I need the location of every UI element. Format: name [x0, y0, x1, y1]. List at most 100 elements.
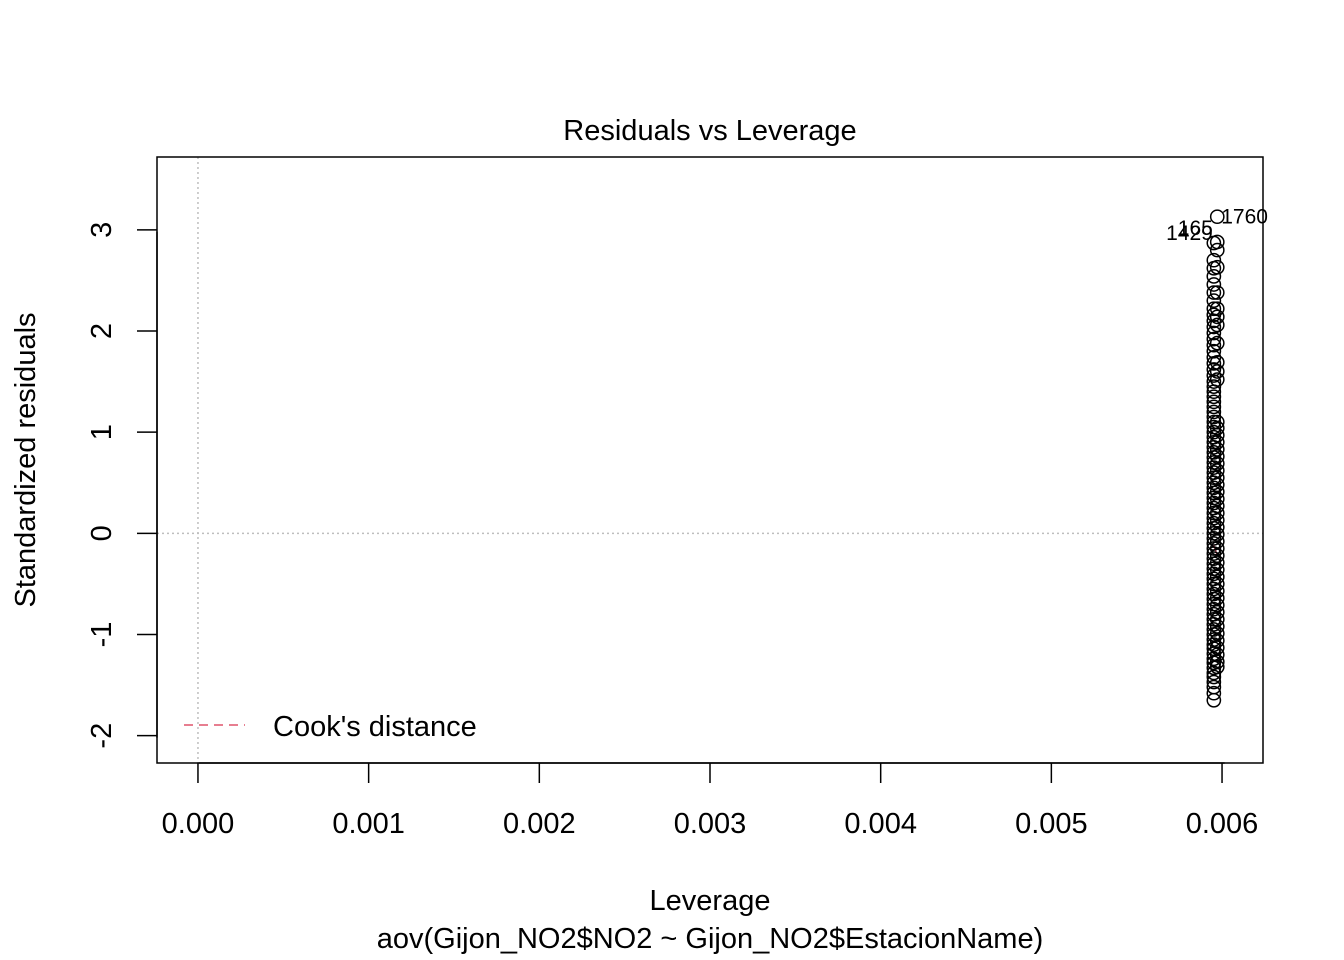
y-tick-label: -2 [86, 723, 118, 749]
data-point [1206, 586, 1222, 602]
data-point [1209, 442, 1225, 457]
data-point [1209, 519, 1225, 535]
y-tick-label: 1 [86, 424, 118, 440]
data-point [1209, 633, 1225, 648]
data-point [1209, 505, 1225, 521]
data-point [1206, 445, 1222, 460]
data-point [1206, 434, 1222, 450]
data-point [1206, 362, 1222, 377]
reference-lines [157, 157, 1263, 763]
data-point [1206, 460, 1222, 475]
data-point [1206, 622, 1222, 637]
y-axis: -2 -1 0 1 2 3 [86, 222, 158, 749]
x-tick-label: 0.004 [844, 808, 917, 840]
data-point [1209, 562, 1225, 578]
y-tick-label: 2 [86, 323, 118, 339]
data-point [1209, 548, 1225, 563]
data-point [1209, 434, 1225, 450]
plot-frame [156, 156, 1264, 764]
x-tick-label: 0.001 [332, 808, 405, 840]
data-point [1206, 374, 1222, 389]
data-point [1209, 414, 1225, 430]
data-point [1209, 647, 1225, 663]
data-point [1206, 277, 1222, 292]
data-point [1206, 319, 1222, 335]
data-point [1209, 626, 1225, 641]
data-point [1206, 505, 1222, 521]
data-point [1209, 209, 1225, 225]
y-tick-label: -1 [86, 622, 118, 648]
data-point [1206, 252, 1222, 268]
data-point [1209, 640, 1225, 656]
x-tick-label: 0.005 [1015, 808, 1088, 840]
data-point [1206, 651, 1222, 667]
data-point [1206, 674, 1222, 690]
data-point [1206, 495, 1222, 511]
data-point [1206, 424, 1222, 440]
data-point [1209, 541, 1225, 556]
x-axis-title: Leverage [650, 885, 771, 917]
data-point [1209, 335, 1225, 351]
data-point [1209, 491, 1225, 507]
data-point [1206, 325, 1222, 341]
data-point [1206, 551, 1222, 566]
data-point [1209, 604, 1225, 620]
data-point [1209, 317, 1225, 333]
legend-label-cooks-distance: Cook's distance [273, 711, 477, 743]
data-point [1209, 259, 1225, 275]
data-point [1209, 242, 1225, 258]
data-point [1209, 590, 1225, 606]
data-point [1209, 463, 1225, 478]
data-point [1209, 555, 1225, 571]
data-points [1206, 209, 1225, 708]
data-point [1209, 470, 1225, 486]
data-point [1209, 234, 1225, 250]
point-label: 1760 [1221, 206, 1268, 229]
data-point [1209, 449, 1225, 464]
data-point [1206, 669, 1222, 685]
legend: Cook's distance [184, 711, 477, 743]
data-point [1206, 601, 1222, 617]
data-point [1206, 470, 1222, 486]
data-point [1209, 372, 1225, 387]
data-point [1206, 368, 1222, 383]
data-point [1206, 389, 1222, 405]
x-axis: 0.000 0.001 0.002 0.003 0.004 0.005 0.006 [162, 762, 1259, 840]
data-point [1209, 498, 1225, 514]
data-point [1209, 285, 1225, 300]
x-tick-label: 0.006 [1186, 808, 1259, 840]
data-point [1209, 569, 1225, 585]
data-point [1209, 659, 1225, 675]
data-point [1206, 566, 1222, 582]
data-point [1206, 611, 1222, 627]
point-label: 1429 [1166, 222, 1213, 245]
data-point [1209, 456, 1225, 471]
chart-title: Residuals vs Leverage [563, 115, 856, 147]
data-point [1209, 301, 1225, 317]
data-point [1206, 404, 1222, 420]
data-point [1206, 576, 1222, 592]
data-point [1209, 534, 1225, 549]
data-point [1206, 379, 1222, 395]
data-point [1206, 679, 1222, 695]
y-axis-title: Standardized residuals [10, 312, 42, 607]
data-point [1206, 301, 1222, 317]
data-point [1209, 597, 1225, 613]
data-point [1209, 576, 1225, 592]
data-point [1206, 343, 1222, 359]
data-point [1209, 619, 1225, 634]
data-point [1206, 293, 1222, 309]
data-point [1206, 531, 1222, 546]
data-point [1206, 637, 1222, 652]
data-point [1206, 394, 1222, 410]
data-point [1209, 355, 1225, 370]
data-point [1206, 285, 1222, 300]
data-point [1209, 477, 1225, 493]
x-tick-label: 0.003 [674, 808, 747, 840]
data-point [1209, 484, 1225, 500]
data-point [1209, 583, 1225, 599]
data-point [1209, 420, 1225, 436]
data-point [1209, 654, 1225, 670]
